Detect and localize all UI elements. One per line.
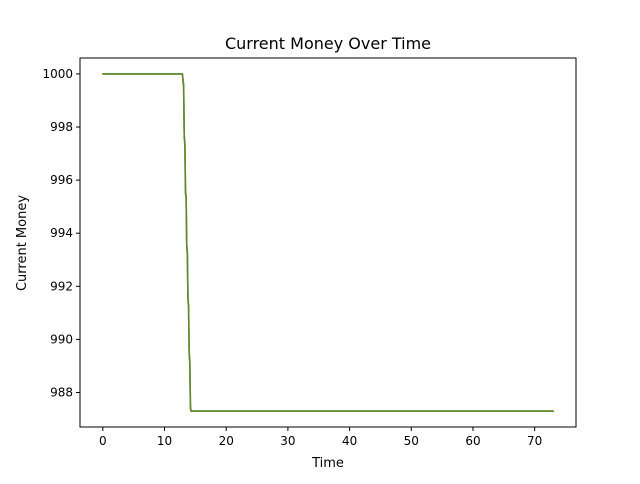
- x-tick-label: 60: [465, 434, 480, 448]
- x-tick-label: 0: [99, 434, 107, 448]
- chart-title: Current Money Over Time: [225, 34, 431, 53]
- series-layer: [102, 73, 554, 412]
- y-tick-label: 992: [50, 279, 73, 293]
- y-tick-label: 994: [50, 226, 73, 240]
- y-tick-label: 988: [50, 385, 73, 399]
- y-tick-label: 990: [50, 332, 73, 346]
- axes-layer: 0 10 20 30 40 50 60 70 988 990 992 994 996 998 1000: [42, 57, 577, 448]
- plot-frame: [79, 57, 577, 428]
- x-tick-label: 10: [157, 434, 172, 448]
- x-tick-label: 70: [527, 434, 542, 448]
- x-tick-label: 40: [342, 434, 357, 448]
- y-axis-label: Current Money: [15, 195, 30, 291]
- y-tick-label: 998: [50, 120, 73, 134]
- plot-background: [80, 58, 576, 427]
- series-line-2: [102, 73, 554, 412]
- y-tick-label: 996: [50, 173, 73, 187]
- x-axis-label: Time: [311, 456, 344, 471]
- y-tick-label: 1000: [42, 67, 73, 81]
- plot-area: [80, 58, 576, 427]
- x-tick-label: 50: [404, 434, 419, 448]
- x-tick-label: 20: [219, 434, 234, 448]
- x-tick-label: 30: [280, 434, 295, 448]
